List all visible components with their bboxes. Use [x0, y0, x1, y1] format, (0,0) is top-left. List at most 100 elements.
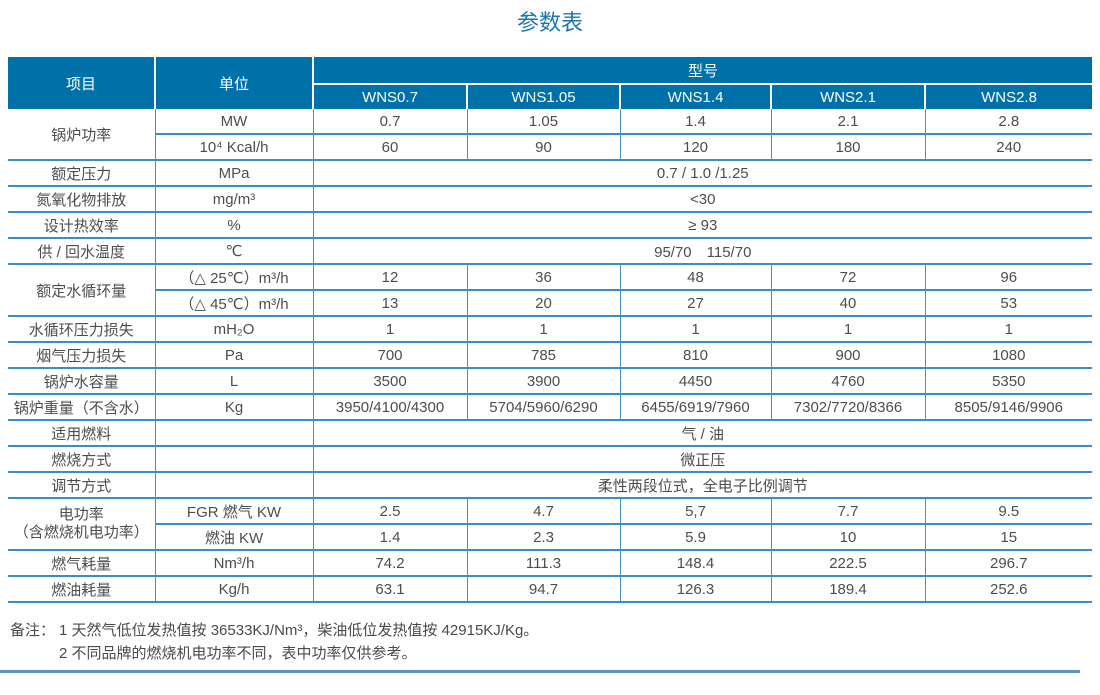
cell-value: 10	[770, 523, 926, 551]
cell-label: 锅炉功率	[8, 109, 156, 161]
table-row: 水循环压力损失 mH₂O 1 1 1 1 1	[8, 315, 1093, 343]
cell-value: 3950/4100/4300	[312, 393, 468, 421]
cell-unit: 燃油 KW	[154, 523, 314, 551]
cell-value: 126.3	[619, 575, 772, 603]
cell-value: 1.05	[466, 109, 621, 135]
cell-value: 96	[924, 263, 1093, 291]
cell-value: 20	[466, 289, 621, 317]
cell-unit	[154, 471, 314, 499]
cell-label: 燃油耗量	[8, 575, 156, 603]
cell-value: 1	[924, 315, 1093, 343]
cell-value: 36	[466, 263, 621, 291]
cell-merged-value: 95/70 115/70	[312, 237, 1093, 265]
cell-unit: （△ 25℃）m³/h	[154, 263, 314, 291]
cell-value: 3500	[312, 367, 468, 395]
cell-value: 12	[312, 263, 468, 291]
cell-label: 电功率 （含燃烧机电功率）	[8, 497, 156, 551]
col-header-model-wns07: WNS0.7	[312, 83, 468, 109]
cell-unit: Kg/h	[154, 575, 314, 603]
cell-value: 810	[619, 341, 772, 369]
cell-value: 120	[619, 133, 772, 161]
table-row: 燃气耗量 Nm³/h 74.2 111.3 148.4 222.5 296.7	[8, 549, 1093, 577]
cell-value: 7302/7720/8366	[770, 393, 926, 421]
cell-value: 148.4	[619, 549, 772, 577]
cell-value: 48	[619, 263, 772, 291]
col-header-unit: 单位	[154, 57, 314, 109]
cell-value: 180	[770, 133, 926, 161]
cell-value: 63.1	[312, 575, 468, 603]
cell-label: 水循环压力损失	[8, 315, 156, 343]
cell-value: 1	[312, 315, 468, 343]
table-row: 燃油耗量 Kg/h 63.1 94.7 126.3 189.4 252.6	[8, 575, 1093, 603]
cell-merged-value: ≥ 93	[312, 211, 1093, 239]
cell-value: 74.2	[312, 549, 468, 577]
cell-value: 222.5	[770, 549, 926, 577]
cell-unit: L	[154, 367, 314, 395]
cell-value: 4760	[770, 367, 926, 395]
col-header-model-wns21: WNS2.1	[770, 83, 926, 109]
cell-unit: MPa	[154, 159, 314, 187]
cell-value: 240	[924, 133, 1093, 161]
cell-value: 785	[466, 341, 621, 369]
cell-value: 9.5	[924, 497, 1093, 525]
cell-value: 700	[312, 341, 468, 369]
cell-value: 5350	[924, 367, 1093, 395]
cell-value: 72	[770, 263, 926, 291]
cell-value: 53	[924, 289, 1093, 317]
cell-merged-value: 柔性两段位式，全电子比例调节	[312, 471, 1093, 499]
cell-unit	[154, 419, 314, 447]
notes-items: 1 天然气低位发热值按 36533KJ/Nm³，柴油低位发热值按 42915KJ…	[59, 619, 538, 665]
cell-unit	[154, 445, 314, 473]
col-header-model-wns28: WNS2.8	[923, 83, 1093, 109]
cell-value: 0.7	[312, 109, 468, 135]
cell-value: 6455/6919/7960	[619, 393, 772, 421]
table-row: 额定水循环量 （△ 25℃）m³/h 12 36 48 72 96	[8, 263, 1093, 317]
cell-label-line1: 电功率	[58, 506, 104, 523]
cell-merged-value: 0.7 / 1.0 /1.25	[312, 159, 1093, 187]
cell-unit: （△ 45℃）m³/h	[154, 289, 314, 317]
table-row: 锅炉功率 MW 0.7 1.05 1.4 2.1 2.8	[8, 109, 1093, 161]
cell-value: 13	[312, 289, 468, 317]
cell-label: 供 / 回水温度	[8, 237, 156, 265]
cell-value: 1	[770, 315, 926, 343]
cell-value: 296.7	[924, 549, 1093, 577]
cell-value: 2.5	[312, 497, 468, 525]
cell-value: 94.7	[466, 575, 621, 603]
table-row: 设计热效率 % ≥ 93	[8, 211, 1093, 239]
cell-value: 189.4	[770, 575, 926, 603]
cell-unit: MW	[154, 109, 314, 135]
cell-label: 锅炉水容量	[8, 367, 156, 395]
cell-value: 8505/9146/9906	[924, 393, 1093, 421]
cell-value: 2.3	[466, 523, 621, 551]
parameter-table: 项目 单位 型号 WNS0.7 WNS1.05 WNS1.4 WNS2.1 WN…	[0, 57, 1100, 603]
cell-value: 27	[619, 289, 772, 317]
table-row: 电功率 （含燃烧机电功率） FGR 燃气 KW 2.5 4.7 5,7 7.7 …	[8, 497, 1093, 551]
cell-unit: %	[154, 211, 314, 239]
table-row: 燃油 KW 1.4 2.3 5.9 10 15	[8, 523, 1093, 551]
table-row: 锅炉水容量 L 3500 3900 4450 4760 5350	[8, 367, 1093, 395]
cell-label: 燃烧方式	[8, 445, 156, 473]
cell-value: 2.1	[770, 109, 926, 135]
cell-value: 4.7	[466, 497, 621, 525]
cell-value: 900	[770, 341, 926, 369]
cell-value: 252.6	[924, 575, 1093, 603]
table-row: 调节方式 柔性两段位式，全电子比例调节	[8, 471, 1093, 499]
bottom-divider	[0, 670, 1080, 673]
cell-unit: FGR 燃气 KW	[154, 497, 314, 525]
cell-label: 烟气压力损失	[8, 341, 156, 369]
table-row: 烟气压力损失 Pa 700 785 810 900 1080	[8, 341, 1093, 369]
cell-value: 1.4	[312, 523, 468, 551]
table-row: 锅炉重量（不含水） Kg 3950/4100/4300 5704/5960/62…	[8, 393, 1093, 421]
cell-label: 燃气耗量	[8, 549, 156, 577]
cell-value: 7.7	[770, 497, 926, 525]
cell-label: 调节方式	[8, 471, 156, 499]
cell-value: 4450	[619, 367, 772, 395]
col-header-item: 项目	[8, 57, 156, 109]
cell-value: 40	[770, 289, 926, 317]
cell-value: 2.8	[924, 109, 1093, 135]
cell-merged-value: <30	[312, 185, 1093, 213]
cell-value: 3900	[466, 367, 621, 395]
cell-label-line2: （含燃烧机电功率）	[13, 524, 149, 541]
cell-unit: mH₂O	[154, 315, 314, 343]
notes-label: 备注：	[10, 622, 56, 639]
